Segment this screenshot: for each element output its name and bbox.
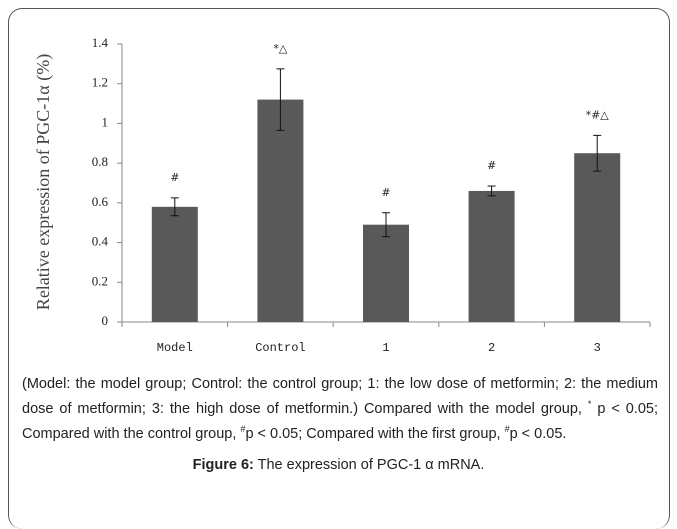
caption-text: The expression of PGC-1 α mRNA.	[253, 457, 485, 473]
x-tick-label: 3	[594, 341, 601, 355]
y-axis-label: Relative expression of PGC-1α (%)	[33, 54, 54, 310]
y-tick-label: 0.6	[92, 194, 109, 209]
caption-label: Figure 6:	[192, 457, 254, 473]
notes: (Model: the model group; Control: the co…	[22, 374, 658, 444]
annotation: *△	[273, 42, 288, 55]
annotation: #	[487, 159, 496, 172]
note-symbol: *	[587, 399, 592, 409]
y-tick-label: 1.2	[92, 75, 108, 90]
y-tick-label: 1	[102, 114, 109, 129]
annotation: #	[381, 186, 390, 199]
note: p < 0.05; Compared with the first group,	[245, 425, 505, 442]
note: p < 0.05; Compared with the control grou…	[22, 400, 658, 442]
y-tick-label: 0	[102, 313, 109, 328]
note: p < 0.05.	[509, 425, 567, 442]
note-symbol: #	[504, 423, 510, 434]
note: (Model: the model group; Control: the co…	[22, 376, 658, 417]
x-tick-label: Model	[157, 341, 193, 355]
bar	[574, 153, 621, 322]
frame	[8, 8, 670, 529]
error-bar	[276, 68, 285, 131]
x-tick-label: 1	[382, 341, 389, 355]
y-tick-label: 0.8	[92, 154, 108, 169]
y-tick-label: 0.2	[92, 273, 108, 288]
error-bar	[487, 185, 496, 197]
annotation: #	[170, 171, 179, 184]
error-bar	[170, 197, 179, 217]
x-tick-label: 2	[488, 341, 495, 355]
page: Relative expression of PGC-1α (%) 0 0.2 0.…	[0, 8, 677, 529]
y-tick-label: 0.4	[92, 234, 109, 249]
y-tick-label: 1.4	[92, 35, 109, 50]
error-bar	[382, 212, 390, 238]
bar	[257, 99, 304, 322]
caption: Figure 6: The expression of PGC-1 α mRNA…	[0, 457, 677, 473]
chart: Relative expression of PGC-1α (%) 0 0.2 0.…	[33, 35, 651, 355]
annotation: *#△	[586, 108, 610, 121]
bar	[151, 206, 198, 322]
bar	[468, 190, 515, 322]
note-symbol: #	[240, 423, 246, 434]
error-bar	[593, 134, 602, 172]
x-tick-label: Control	[255, 341, 305, 355]
bar	[363, 224, 409, 322]
